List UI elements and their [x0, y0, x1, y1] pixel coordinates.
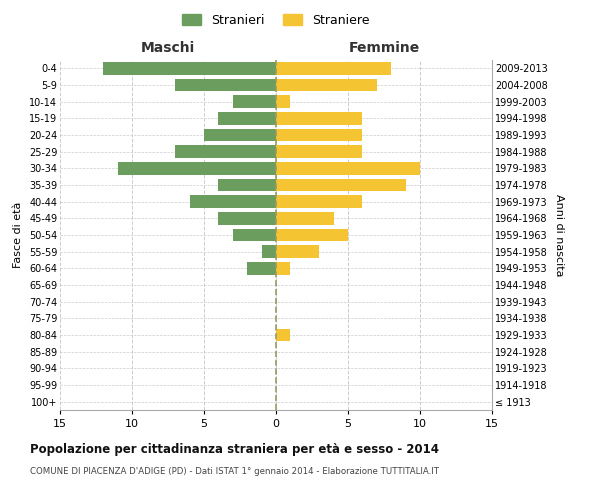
Bar — [276, 212, 334, 224]
Bar — [103, 62, 276, 74]
Legend: Stranieri, Straniere: Stranieri, Straniere — [178, 8, 374, 32]
Text: Maschi: Maschi — [141, 41, 195, 55]
Bar — [233, 229, 276, 241]
Bar — [218, 212, 276, 224]
Bar — [204, 129, 276, 141]
Text: Femmine: Femmine — [349, 41, 419, 55]
Bar — [276, 112, 362, 124]
Bar — [118, 162, 276, 174]
Bar — [233, 96, 276, 108]
Bar — [276, 62, 391, 74]
Bar — [218, 179, 276, 192]
Bar — [276, 229, 348, 241]
Bar — [175, 79, 276, 92]
Bar — [276, 329, 290, 341]
Text: COMUNE DI PIACENZA D'ADIGE (PD) - Dati ISTAT 1° gennaio 2014 - Elaborazione TUTT: COMUNE DI PIACENZA D'ADIGE (PD) - Dati I… — [30, 468, 439, 476]
Bar — [276, 179, 406, 192]
Text: Popolazione per cittadinanza straniera per età e sesso - 2014: Popolazione per cittadinanza straniera p… — [30, 442, 439, 456]
Bar — [276, 129, 362, 141]
Bar — [247, 262, 276, 274]
Bar — [276, 196, 362, 208]
Bar — [276, 162, 420, 174]
Y-axis label: Fasce di età: Fasce di età — [13, 202, 23, 268]
Bar — [276, 96, 290, 108]
Bar — [276, 246, 319, 258]
Bar — [262, 246, 276, 258]
Bar — [276, 79, 377, 92]
Bar — [218, 112, 276, 124]
Bar — [276, 262, 290, 274]
Bar — [190, 196, 276, 208]
Bar — [276, 146, 362, 158]
Y-axis label: Anni di nascita: Anni di nascita — [554, 194, 564, 276]
Bar — [175, 146, 276, 158]
